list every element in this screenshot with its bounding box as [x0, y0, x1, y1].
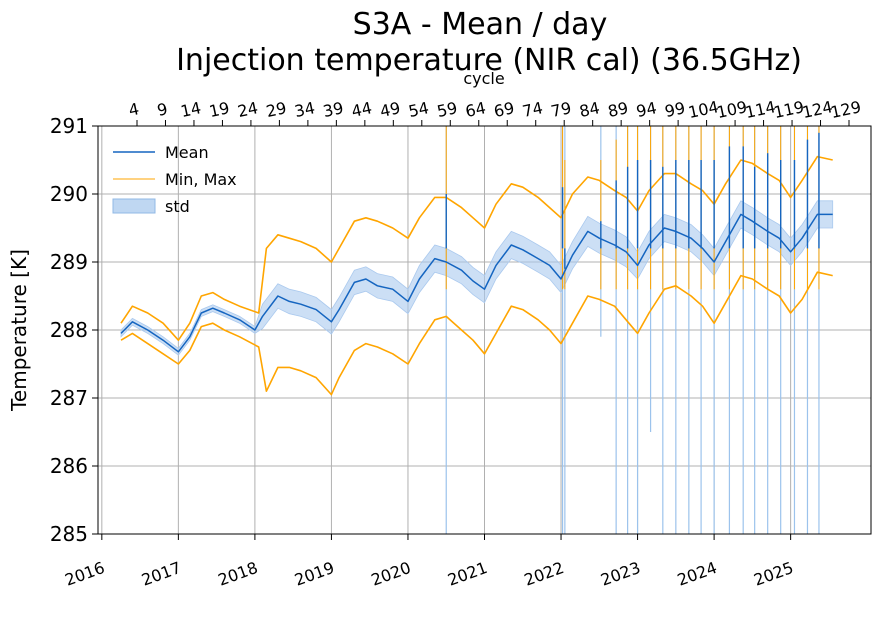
cycle-tick-label: 69 [492, 98, 516, 121]
x-tick-label: 2017 [139, 558, 184, 590]
cycle-tick-label: 24 [236, 98, 260, 121]
legend-minmax-label: Min, Max [165, 170, 237, 189]
y-tick-label: 286 [50, 454, 88, 478]
cycle-tick-label: 64 [464, 98, 488, 121]
cycle-tick-label: 79 [549, 98, 573, 121]
cycle-tick-label: 39 [321, 98, 345, 121]
y-axis-ticks: 285 286 287 288 289 290 291 [50, 114, 98, 546]
chart-title: S3A - Mean / day [353, 7, 608, 42]
plot-frame [97, 125, 872, 535]
x-tick-label: 2019 [292, 558, 337, 590]
x-tick-label: 2020 [369, 558, 414, 590]
x-tick-label: 2016 [62, 558, 107, 590]
cycle-tick-label: 4 [127, 99, 141, 120]
x-tick-label: 2022 [522, 558, 567, 590]
plot-area [120, 126, 834, 534]
legend-mean-label: Mean [165, 143, 209, 162]
x-axis-ticks: 2016 2017 2018 2019 2020 2021 2022 2023 2024 2025 [62, 534, 796, 590]
legend: Mean Min, Max std [112, 143, 237, 216]
min-series-line [120, 271, 833, 396]
cycle-tick-label: 109 [715, 97, 749, 122]
x-tick-label: 2023 [598, 558, 643, 590]
cycle-tick-label: 29 [264, 98, 288, 121]
cycle-tick-label: 44 [350, 98, 374, 121]
y-axis-label: Temperature [K] [7, 249, 31, 412]
cycle-tick-label: 9 [155, 99, 169, 120]
cycle-tick-label: 19 [207, 98, 231, 121]
max-series-line [120, 155, 833, 341]
cycle-tick-label: 74 [521, 98, 545, 121]
x-tick-label: 2024 [675, 558, 720, 590]
cycle-tick-label: 119 [772, 97, 806, 122]
chart-title-group: S3A - Mean / day Injection temperature (… [176, 7, 802, 78]
cycle-tick-label: 114 [744, 97, 778, 122]
cycle-axis-ticks: 4 9 14 19 24 29 34 39 44 49 54 59 64 69 74 79 84 89 94 99 10… [127, 97, 863, 126]
cycle-tick-label: 94 [635, 98, 659, 121]
mean-series-line [120, 213, 833, 353]
cycle-tick-label: 129 [829, 97, 863, 122]
cycle-tick-label: 99 [663, 98, 687, 121]
y-tick-label: 285 [50, 522, 88, 546]
cycle-tick-label: 104 [687, 97, 721, 122]
y-tick-label: 290 [50, 182, 88, 206]
cycle-tick-label: 14 [179, 98, 203, 121]
cycle-tick-label: 124 [800, 97, 834, 122]
x-tick-label: 2021 [445, 558, 490, 590]
cycle-tick-label: 89 [606, 98, 630, 121]
cycle-tick-label: 59 [435, 98, 459, 121]
legend-std-label: std [165, 197, 190, 216]
y-tick-label: 287 [50, 386, 88, 410]
x-tick-label: 2018 [216, 558, 261, 590]
chart-subtitle: Injection temperature (NIR cal) (36.5GHz… [176, 43, 802, 78]
cycle-tick-label: 54 [407, 98, 431, 121]
y-tick-label: 291 [50, 114, 88, 138]
x-tick-label: 2025 [751, 558, 796, 590]
cycle-tick-label: 34 [293, 98, 317, 121]
cycle-tick-label: 84 [578, 98, 602, 121]
y-tick-label: 288 [50, 318, 88, 342]
legend-std-swatch [112, 198, 156, 214]
top-axis-label: cycle [463, 69, 504, 88]
cycle-tick-label: 49 [378, 98, 402, 121]
y-tick-label: 289 [50, 250, 88, 274]
